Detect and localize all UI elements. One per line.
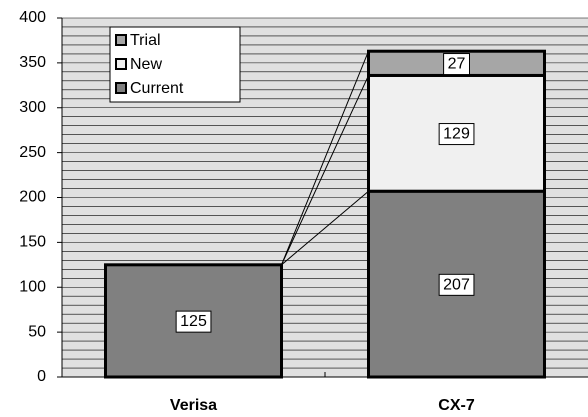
y-tick-label: 300 — [19, 99, 46, 116]
x-tick-label: Verisa — [170, 397, 217, 414]
legend-swatch — [115, 58, 127, 70]
legend-box — [109, 26, 241, 103]
connector — [281, 75, 369, 266]
legend-label: Current — [130, 80, 184, 97]
data-label-box — [438, 273, 475, 296]
y-tick-label: 200 — [19, 189, 46, 206]
data-label: 27 — [448, 56, 466, 73]
data-label-box — [438, 123, 475, 146]
x-tick-label: CX-7 — [438, 397, 475, 414]
legend-swatch — [115, 82, 127, 94]
data-label: 125 — [180, 313, 207, 330]
legend-label: New — [130, 56, 162, 73]
legend-swatch — [115, 34, 127, 46]
y-tick-label: 400 — [19, 9, 46, 26]
data-label: 207 — [443, 276, 470, 293]
y-tick-label: 350 — [19, 54, 46, 71]
y-tick-label: 50 — [28, 323, 46, 340]
legend-label: Trial — [130, 32, 161, 49]
connector — [281, 190, 369, 266]
y-tick-label: 100 — [19, 278, 46, 295]
y-tick-label: 250 — [19, 144, 46, 161]
connector — [281, 51, 369, 266]
data-label-box — [443, 53, 470, 76]
y-tick-label: 150 — [19, 234, 46, 251]
y-tick-label: 0 — [37, 368, 46, 385]
data-label-box — [175, 310, 212, 333]
data-label: 129 — [443, 126, 470, 143]
